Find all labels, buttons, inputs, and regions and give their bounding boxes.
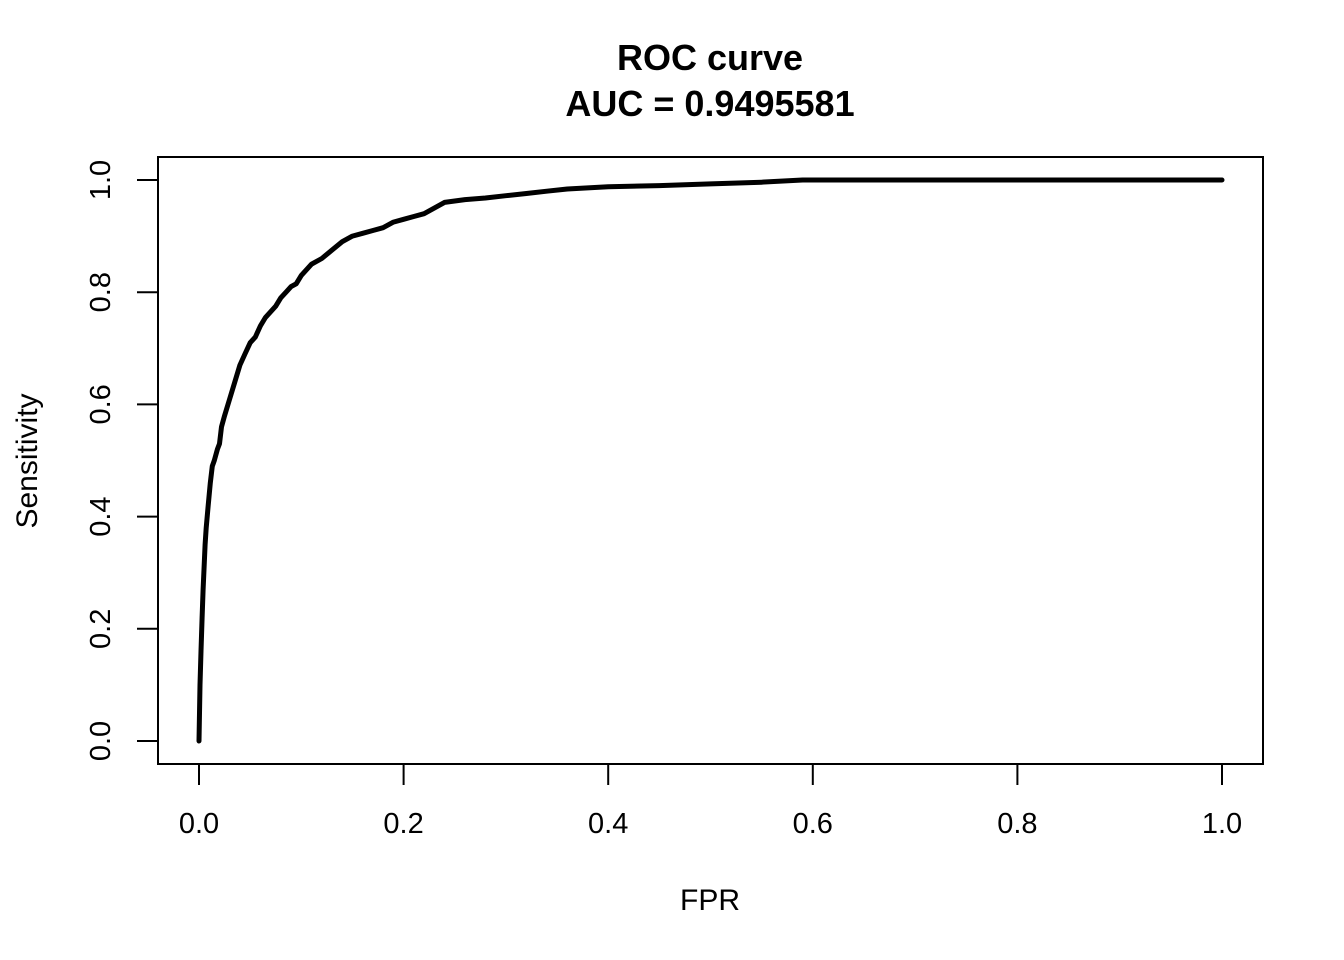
y-axis-label: Sensitivity	[11, 393, 44, 528]
x-axis-label: FPR	[680, 884, 740, 917]
x-tick-label: 1.0	[1202, 808, 1242, 840]
series-layer	[196, 177, 1225, 744]
y-tick-label: 0.4	[85, 496, 117, 536]
y-tick-label: 0.8	[85, 272, 117, 312]
y-tick-label: 0.2	[85, 609, 117, 649]
y-axis: 0.0 0.2 0.4 0.6 0.8 1.0	[85, 160, 159, 761]
roc-curve-line	[196, 177, 1225, 744]
x-tick-label: 0.4	[588, 808, 628, 840]
x-axis: 0.0 0.2 0.4 0.6 0.8 1.0	[179, 763, 1242, 840]
x-tick-label: 0.2	[383, 808, 423, 840]
y-tick-label: 1.0	[85, 160, 117, 200]
chart-subtitle: AUC = 0.9495581	[565, 83, 854, 124]
plot-frame	[157, 156, 1264, 765]
chart-title: ROC curve	[617, 37, 803, 78]
x-tick-label: 0.6	[793, 808, 833, 840]
x-tick-label: 0.0	[179, 808, 219, 840]
y-tick-label: 0.6	[85, 384, 117, 424]
x-tick-label: 0.8	[997, 808, 1037, 840]
y-tick-label: 0.0	[85, 721, 117, 761]
